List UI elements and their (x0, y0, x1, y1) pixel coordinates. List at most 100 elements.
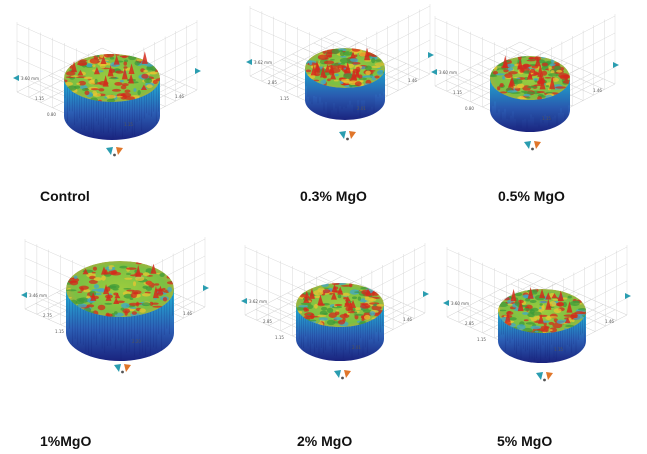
surface-peak (150, 263, 157, 274)
axis-tick-label: 3.60 mm (451, 301, 469, 306)
surface-peak (551, 293, 558, 299)
axis-tick-label: 1.15 (280, 96, 289, 101)
orientation-icon (524, 141, 541, 151)
axis-tick-label: 1.46 (605, 319, 614, 324)
surface-peak (90, 292, 97, 301)
axis-arrow-icon (613, 62, 619, 68)
axis-tick-label: 1.46 (403, 317, 412, 322)
surface-peak (344, 61, 351, 74)
surface-peak (502, 55, 509, 69)
surface-peak (510, 288, 517, 302)
axis-arrow-icon (443, 300, 449, 306)
surface-peak (100, 55, 107, 64)
axis-arrow-icon (625, 293, 631, 299)
surface-peak (545, 298, 552, 310)
surface-peak (337, 286, 344, 295)
axis-tick-label: 3.60 mm (439, 70, 457, 75)
surface-peak (504, 311, 511, 323)
axis-tick-label: 1.46 (593, 88, 602, 93)
surface-peak (537, 64, 544, 77)
surface-peak (128, 63, 135, 75)
surface-peak (539, 288, 546, 299)
axis-arrow-icon (13, 75, 19, 81)
axis-tick-label: 2.75 (43, 313, 52, 318)
surface-peak (82, 268, 89, 275)
surface-peak (77, 69, 84, 76)
axis-tick-label: 2.01 (352, 345, 361, 350)
surface-peak (526, 70, 533, 80)
axis-tick-label: 3.62 mm (249, 299, 267, 304)
axis-tick-label: 1.15 (35, 96, 44, 101)
axis-arrow-icon (431, 69, 437, 75)
surface-peak (314, 60, 321, 73)
axis-tick-label: 1.15 (477, 337, 486, 342)
surface-peak (113, 297, 120, 304)
surface-peak (324, 63, 331, 73)
axis-arrow-icon (423, 291, 429, 297)
surface-peak (564, 317, 571, 324)
surface-peak (330, 291, 337, 300)
sample-caption: 2% MgO (297, 433, 353, 449)
surface-peak (152, 285, 159, 299)
axis-arrow-icon (428, 52, 434, 58)
surface-peak (308, 288, 315, 299)
surface-peak (121, 67, 128, 80)
sample-caption: 1%MgO (40, 433, 92, 449)
surface-peak (347, 301, 354, 311)
surface-panel: 3.60 mm 1.15 0.80 1.15 1.46 Control (0, 0, 215, 229)
surface-peak (364, 47, 371, 61)
orientation-icon (334, 370, 351, 380)
surface-peak (71, 61, 78, 73)
axis-tick-label: 1.15 (275, 335, 284, 340)
orientation-icon (114, 364, 131, 374)
axis-tick-label: 0.80 (47, 112, 56, 117)
sample-caption: 0.3% MgO (300, 188, 367, 204)
surface-peak (303, 291, 310, 299)
surface-peak (517, 299, 524, 312)
axis-tick-label: 0.80 (465, 106, 474, 111)
surface-peak (107, 65, 114, 77)
surface-plot: 3.62 mm 2.85 1.15 2.01 1.46 (241, 243, 429, 380)
axis-tick-label: 1.15 (554, 347, 563, 352)
axis-tick-label: 1.46 (175, 94, 184, 99)
surface-panel: 3.46 mm 2.75 1.15 2.20 1.46 1%MgO (0, 225, 215, 454)
surface-topography (64, 54, 160, 102)
surface-peak (557, 290, 564, 302)
axis-tick-label: 3.62 mm (254, 60, 272, 65)
axis-tick-label: 2.85 (268, 80, 277, 85)
axis-tick-label: 3.60 mm (21, 76, 39, 81)
axis-arrow-icon (203, 285, 209, 291)
axis-tick-label: 2.01 (357, 106, 366, 111)
axis-tick-label: 2.85 (465, 321, 474, 326)
surface-peak (350, 51, 357, 59)
surface-peak (328, 64, 335, 74)
surface-plot: 3.60 mm 1.15 0.80 1.15 1.46 (431, 14, 619, 151)
surface-peak (128, 73, 135, 84)
surface-peak (344, 296, 351, 302)
axis-tick-label: 3.46 mm (29, 293, 47, 298)
surface-peak (113, 55, 120, 65)
surface-peak (534, 57, 541, 67)
orientation-icon (106, 147, 123, 157)
surface-peak (540, 76, 547, 83)
surface-peak (527, 287, 534, 299)
surface-panel: 3.60 mm 2.85 1.15 1.15 1.46 5% MgO (430, 225, 645, 454)
sample-caption: 5% MgO (497, 433, 553, 449)
surface-peak (331, 284, 338, 293)
surface-peak (344, 298, 351, 307)
surface-panel: 3.62 mm 2.85 1.15 2.01 1.46 2% MgO (215, 225, 430, 454)
axis-arrow-icon (195, 68, 201, 74)
surface-peak (93, 66, 100, 75)
axis-tick-label: 1.15 (124, 122, 133, 127)
orientation-icon (536, 372, 553, 382)
surface-peak (114, 292, 121, 299)
axis-tick-label: 2.20 (132, 339, 141, 344)
surface-peak (303, 295, 310, 303)
surface-peak (365, 288, 372, 295)
axis-arrow-icon (241, 298, 247, 304)
surface-peak (103, 284, 110, 295)
surface-peak (135, 264, 142, 277)
surface-plot: 3.60 mm 2.85 1.15 1.15 1.46 (443, 245, 631, 382)
axis-tick-label: 2.85 (263, 319, 272, 324)
surface-peak (566, 301, 573, 313)
